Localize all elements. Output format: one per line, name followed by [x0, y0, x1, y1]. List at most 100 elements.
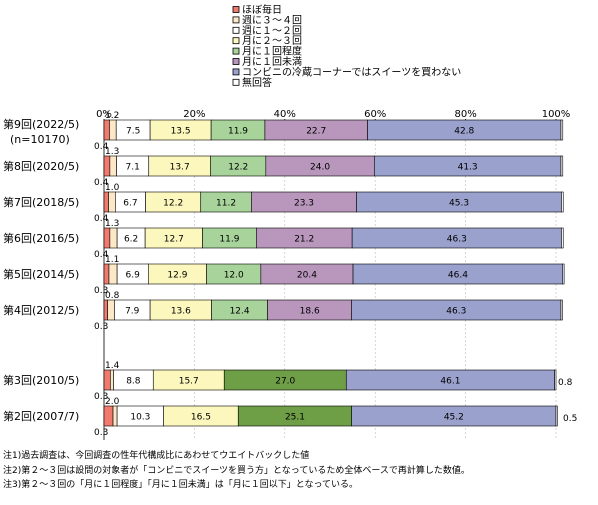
row-label: 第6回(2016/5): [3, 231, 79, 245]
data-label: 18.6: [300, 307, 320, 317]
legend-swatch: [232, 58, 240, 65]
data-label: 20.4: [297, 271, 317, 281]
bar-segment: [103, 299, 108, 321]
legend-label: 週に１～２回: [242, 25, 302, 37]
row-label: 第4回(2012/5): [3, 303, 79, 317]
legend-label: 週に３～４回: [242, 14, 302, 26]
data-label: 7.1: [126, 163, 140, 173]
legend-label: 月に１回未満: [242, 56, 302, 68]
data-label: 8.8: [126, 377, 141, 387]
bar-segment: [103, 155, 111, 177]
row-label: 第8回(2020/5): [3, 159, 79, 173]
data-label: 1.3: [105, 147, 119, 157]
bar-segment: [560, 155, 564, 177]
legend-label: ほぼ毎日: [242, 3, 282, 16]
data-label: 10.3: [130, 413, 150, 423]
data-label: 0.3: [94, 322, 108, 332]
data-label: 0.3: [94, 392, 108, 402]
legend-label: 月に２～３回: [242, 35, 302, 47]
legend-swatch: [232, 16, 240, 24]
legend-swatch: [232, 68, 240, 76]
data-label: 0.4: [94, 178, 109, 188]
data-label: 15.7: [179, 377, 199, 387]
legend-swatch: [232, 6, 240, 13]
data-label: 21.2: [294, 235, 314, 245]
data-label: 42.8: [454, 127, 474, 137]
data-label: 11.9: [219, 235, 239, 245]
bar-segment: [109, 155, 117, 177]
data-label: 1.2: [105, 111, 119, 121]
data-label: 1.1: [105, 255, 119, 265]
bar-segment: [103, 191, 109, 213]
data-label: 45.3: [449, 199, 469, 209]
data-label: 16.5: [191, 413, 211, 423]
row-label: 第9回(2022/5): [3, 117, 79, 131]
bar-segment: [108, 191, 116, 213]
data-label: 0.5: [563, 414, 577, 424]
x-tick-label: 60%: [364, 109, 386, 120]
bar-segment: [562, 263, 565, 285]
data-label: 2.0: [105, 397, 120, 407]
data-label: 7.9: [125, 307, 140, 317]
bar-segment: [112, 405, 118, 427]
data-label: 1.3: [105, 219, 119, 229]
x-tick-label: 40%: [274, 109, 296, 120]
data-label: 12.9: [167, 271, 187, 281]
data-label: 24.0: [310, 163, 330, 173]
data-label: 12.7: [164, 235, 184, 245]
footnotes: 注1)過去調査は、今回調査の性年代構成比にあわせてウエイトバックした値 注2)第…: [3, 449, 470, 493]
x-tick-label: 100%: [542, 109, 571, 120]
legend-label: コンビニの冷蔵コーナーではスイーツを買わない: [242, 65, 461, 78]
row-label: 第5回(2014/5): [3, 267, 79, 281]
data-label: 46.3: [447, 235, 467, 245]
stacked-bar-chart: ほぼ毎日週に３～４回週に１～２回月に２～３回月に１回程度月に１回未満コンビニの冷…: [3, 3, 577, 440]
legend-label: 無回答: [242, 76, 272, 89]
data-label: 45.2: [444, 413, 464, 423]
legend-swatch: [232, 37, 240, 45]
data-label: 23.3: [294, 199, 314, 209]
bar-segment: [560, 299, 563, 321]
legend-label: 月に１回程度: [242, 45, 302, 58]
data-label: 0.4: [94, 214, 109, 224]
x-tick-label: 80%: [454, 109, 476, 120]
data-label: 27.0: [275, 377, 295, 387]
data-label: 22.7: [306, 127, 326, 137]
footnote-2: 注2)第２～３回は設問の対象者が「コンビニでスイーツを買う方」となっているため全…: [3, 465, 470, 476]
data-label: 46.4: [448, 271, 468, 281]
data-label: 12.4: [230, 307, 250, 317]
data-label: 12.2: [163, 199, 183, 209]
data-label: 46.3: [446, 307, 466, 317]
data-label: 0.8: [558, 378, 573, 388]
data-label: 46.1: [440, 377, 460, 387]
data-label: 13.6: [171, 307, 191, 317]
bar-segment: [103, 119, 110, 141]
data-label: 6.2: [124, 235, 138, 245]
row-sublabel: (n=10170): [10, 133, 70, 146]
bar-segment: [103, 369, 111, 391]
bar-segment: [110, 369, 114, 391]
data-label: 25.1: [285, 413, 305, 423]
data-label: 13.5: [171, 127, 191, 137]
data-label: 41.3: [458, 163, 478, 173]
data-label: 11.2: [216, 199, 236, 209]
bar-segment: [108, 263, 118, 285]
data-label: 0.4: [94, 142, 109, 152]
bar-segment: [555, 405, 558, 427]
row-label: 第2回(2007/7): [3, 409, 79, 423]
data-label: 6.9: [126, 271, 141, 281]
data-label: 1.0: [105, 183, 120, 193]
bar-segment: [560, 119, 564, 141]
legend-swatch: [232, 78, 240, 86]
data-label: 6.7: [123, 199, 137, 209]
data-label: 7.5: [126, 127, 140, 137]
bar-segment: [561, 227, 564, 249]
data-label: 0.8: [105, 291, 120, 301]
data-label: 0.4: [94, 250, 109, 260]
bar-segment: [109, 119, 117, 141]
row-label: 第7回(2018/5): [3, 195, 79, 209]
row-label: 第3回(2010/5): [3, 373, 79, 387]
bar-segment: [103, 263, 110, 285]
data-label: 1.4: [105, 361, 120, 371]
x-tick-label: 20%: [183, 109, 205, 120]
bar-segment: [561, 191, 564, 213]
